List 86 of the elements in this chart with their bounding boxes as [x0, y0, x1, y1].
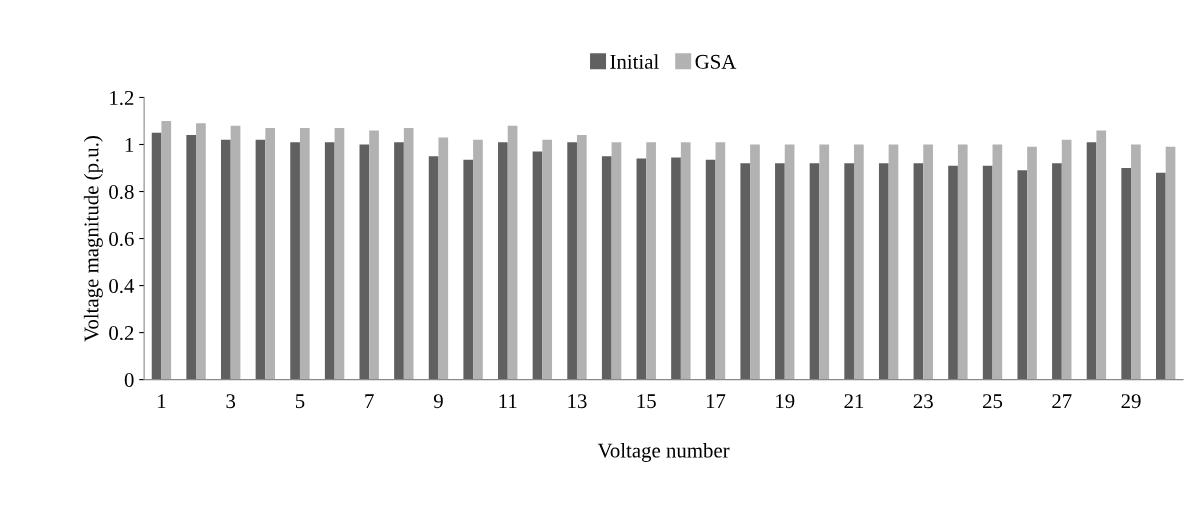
- bar: [230, 125, 241, 380]
- x-tick-label: 11: [499, 394, 517, 408]
- bar: [299, 128, 310, 380]
- bar: [567, 142, 577, 380]
- y-tick-label: 1: [125, 137, 134, 152]
- y-axis-title: Voltage magnitude (p.u.): [83, 136, 103, 342]
- bar: [473, 139, 483, 380]
- y-tick-label: 0.4: [109, 278, 135, 294]
- bar: [957, 144, 968, 380]
- bar: [324, 142, 335, 380]
- bar: [705, 159, 716, 380]
- x-tick-label: 19: [776, 394, 795, 409]
- bar: [221, 139, 231, 380]
- bar: [161, 120, 172, 380]
- bar: [1027, 146, 1037, 380]
- x-tick-label: 5: [295, 394, 305, 409]
- bar: [775, 163, 785, 380]
- bar: [819, 144, 830, 380]
- bar: [151, 132, 162, 380]
- x-tick-label: 23: [913, 394, 933, 409]
- bar: [498, 142, 508, 380]
- bar: [671, 157, 681, 380]
- bar: [394, 142, 404, 380]
- x-axis-title: Voltage number: [597, 442, 730, 462]
- y-tick-label: 0: [124, 372, 134, 388]
- bar: [542, 139, 553, 380]
- bar: [646, 142, 656, 380]
- bar: [369, 130, 379, 380]
- bar: [809, 163, 820, 380]
- bar: [878, 163, 889, 380]
- bar: [532, 151, 543, 380]
- bar: [784, 144, 795, 380]
- bar: [290, 142, 300, 380]
- x-tick-label: 13: [568, 394, 587, 409]
- bar: [438, 137, 449, 380]
- bar: [844, 163, 855, 380]
- y-tick-label: 0.8: [109, 184, 134, 200]
- bar: [1131, 144, 1141, 380]
- bar: [359, 144, 370, 380]
- bar: [1052, 163, 1062, 380]
- x-tick-label: 9: [433, 394, 443, 409]
- bar: [854, 144, 864, 380]
- x-tick-label: 27: [1052, 394, 1072, 408]
- bar: [1096, 130, 1107, 380]
- x-tick-label: 1: [158, 394, 166, 408]
- bar: [923, 144, 933, 380]
- bar: [1017, 170, 1028, 380]
- bar: [576, 135, 587, 380]
- x-tick-label: 29: [1121, 394, 1141, 409]
- bar: [601, 156, 612, 380]
- bar: [334, 128, 345, 380]
- bar: [715, 142, 726, 380]
- x-tick-label: 3: [226, 394, 236, 409]
- bar: [982, 165, 993, 380]
- x-tick-label: 15: [637, 394, 656, 409]
- bar: [740, 163, 751, 380]
- bar: [1155, 172, 1166, 380]
- bar: [255, 139, 266, 380]
- bar: [680, 142, 691, 380]
- bar: [888, 144, 899, 380]
- bar: [913, 163, 924, 380]
- y-tick-label: 0.6: [109, 231, 134, 247]
- legend-label: Initial: [610, 54, 659, 69]
- bar: [507, 125, 518, 380]
- bar: [1121, 168, 1132, 380]
- bar: [463, 159, 474, 380]
- bar: [1165, 146, 1176, 380]
- x-tick-label: 17: [706, 394, 726, 408]
- x-tick-label: 21: [844, 394, 864, 408]
- x-tick-label: 7: [365, 394, 374, 408]
- bar: [750, 144, 760, 380]
- bar: [403, 128, 414, 380]
- bar: [992, 144, 1003, 380]
- bar: [948, 165, 958, 380]
- bar: [428, 156, 439, 380]
- bar: [1086, 142, 1097, 380]
- y-tick-label: 0.2: [109, 325, 134, 341]
- bar: [1061, 139, 1072, 380]
- bar: [611, 142, 622, 380]
- y-tick-label: 1.2: [110, 90, 134, 105]
- x-tick-label: 25: [983, 394, 1003, 409]
- bar: [186, 135, 197, 380]
- bar: [196, 123, 206, 380]
- legend-label: GSA: [695, 54, 737, 69]
- bar: [265, 128, 276, 380]
- bar: [636, 158, 647, 380]
